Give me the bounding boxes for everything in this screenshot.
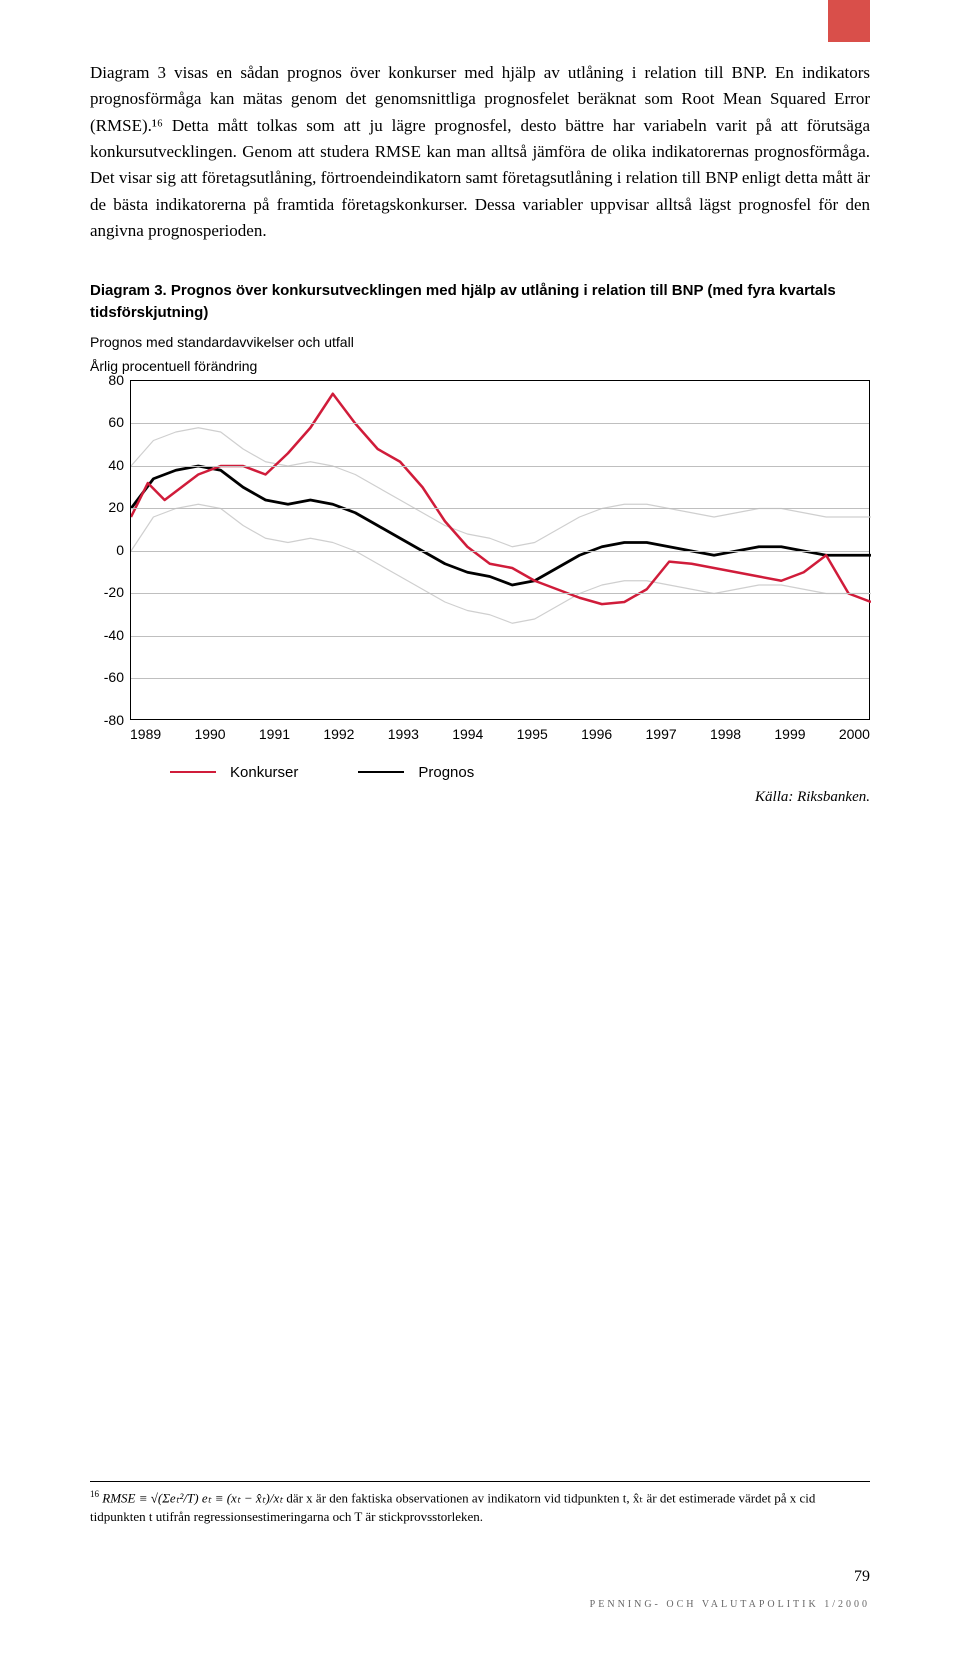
gridline <box>131 508 869 509</box>
chart-ylabel: Årlig procentuell förändring <box>90 358 870 374</box>
gridline <box>131 593 869 594</box>
xtick-label: 1999 <box>774 726 805 742</box>
legend-swatch <box>358 771 404 773</box>
ytick-label: 80 <box>108 372 124 388</box>
series-line <box>131 504 871 623</box>
ytick-label: 40 <box>108 457 124 473</box>
x-axis-labels: 1989 1990 1991 1992 1993 1994 1995 1996 1997 1998… <box>130 726 870 742</box>
legend-label: Konkurser <box>230 764 298 781</box>
xtick-label: 1989 <box>130 726 161 742</box>
ytick-label: -60 <box>104 669 124 685</box>
xtick-label: 1995 <box>517 726 548 742</box>
xtick-label: 1991 <box>259 726 290 742</box>
legend-item: Konkurser <box>170 764 298 781</box>
chart-title: Diagram 3. Prognos över konkursutvecklin… <box>90 280 870 324</box>
chart-legend: Konkurser Prognos <box>170 764 870 781</box>
footnote-number: 16 <box>90 1489 99 1499</box>
xtick-label: 2000 <box>839 726 870 742</box>
xtick-label: 1994 <box>452 726 483 742</box>
ytick-label: -80 <box>104 712 124 728</box>
ytick-label: -40 <box>104 627 124 643</box>
xtick-label: 1993 <box>388 726 419 742</box>
body-paragraph: Diagram 3 visas en sådan prognos över ko… <box>90 60 870 244</box>
chart: 806040200-20-40-60-80 198919901991199219… <box>90 380 870 742</box>
chart-subtitle: Prognos med standardavvikelser och utfal… <box>90 334 870 350</box>
ytick-label: 20 <box>108 499 124 515</box>
gridline <box>131 636 869 637</box>
footnote: 16 RMSE ≡ √(Σeₜ²/T) eₜ ≡ (xₜ − x̂ₜ)/xₜ d… <box>90 1481 870 1526</box>
gridline <box>131 466 869 467</box>
gridline <box>131 551 869 552</box>
xtick-label: 1990 <box>194 726 225 742</box>
gridline <box>131 678 869 679</box>
series-line <box>131 394 871 604</box>
page-number: 79 <box>854 1568 870 1586</box>
legend-label: Prognos <box>418 764 474 781</box>
ytick-label: -20 <box>104 584 124 600</box>
y-axis-labels: 806040200-20-40-60-80 <box>90 380 130 720</box>
xtick-label: 1998 <box>710 726 741 742</box>
ytick-label: 0 <box>116 542 124 558</box>
xtick-label: 1996 <box>581 726 612 742</box>
accent-square <box>828 0 870 42</box>
legend-item: Prognos <box>358 764 474 781</box>
xtick-label: 1992 <box>323 726 354 742</box>
ytick-label: 60 <box>108 414 124 430</box>
page-footer: PENNING- OCH VALUTAPOLITIK 1/2000 <box>590 1599 870 1610</box>
footnote-formula: RMSE ≡ √(Σeₜ²/T) eₜ ≡ (xₜ − x̂ₜ)/xₜ <box>102 1491 283 1506</box>
chart-source: Källa: Riksbanken. <box>90 789 870 806</box>
plot-area <box>130 380 870 720</box>
gridline <box>131 423 869 424</box>
legend-swatch <box>170 771 216 773</box>
series-line <box>131 466 871 585</box>
xtick-label: 1997 <box>646 726 677 742</box>
